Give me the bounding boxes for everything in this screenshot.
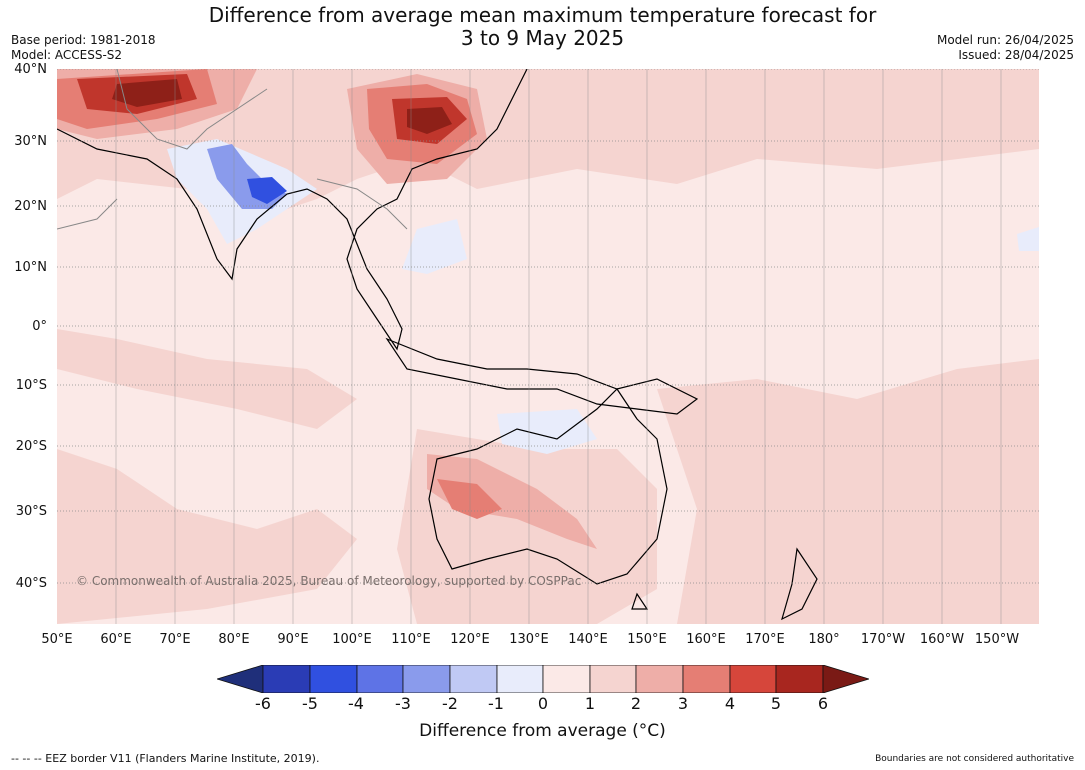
lon-label: 170°W	[860, 632, 906, 647]
colorbar-tick: 5	[770, 694, 782, 713]
lat-label: 0°	[32, 319, 47, 334]
anomaly-negative-regions	[167, 139, 1039, 454]
eez-note: -- -- -- EEZ border V11 (Flanders Marine…	[11, 752, 320, 765]
map-svg	[57, 69, 1039, 624]
lon-label: 130°E	[509, 632, 549, 647]
lat-label: 40°N	[14, 62, 47, 77]
colorbar-tick: -1	[488, 694, 504, 713]
lon-label: 60°E	[100, 632, 132, 647]
lon-label: 140°E	[568, 632, 608, 647]
lon-label: 110°E	[391, 632, 431, 647]
lon-label: 70°E	[159, 632, 191, 647]
lon-label: 100°E	[332, 632, 372, 647]
colorbar-tick: -5	[302, 694, 318, 713]
colorbar-tick: 4	[724, 694, 736, 713]
colorbar-cell	[402, 665, 451, 693]
colorbar-label: Difference from average (°C)	[419, 721, 666, 741]
boundary-disclaimer: Boundaries are not considered authoritat…	[875, 754, 1074, 764]
colorbar-cell	[729, 665, 777, 693]
colorbar-cell	[309, 665, 358, 693]
lon-label: 180°	[808, 632, 840, 647]
colorbar-cell	[682, 665, 731, 693]
forecast-map	[57, 69, 1039, 624]
model-name: Model: ACCESS-S2	[11, 48, 123, 62]
lat-label: 40°S	[15, 576, 47, 591]
colorbar-cell	[635, 665, 684, 693]
colorbar-cell	[775, 665, 824, 693]
colorbar-cell	[822, 665, 869, 693]
title-line-2: 3 to 9 May 2025	[460, 26, 625, 50]
colorbar-cell	[589, 665, 637, 693]
colorbar-tick: -6	[255, 694, 271, 713]
country-borders	[57, 69, 408, 230]
model-run: Model run: 26/04/2025	[936, 33, 1074, 47]
copyright-notice: © Commonwealth of Australia 2025, Bureau…	[76, 574, 582, 588]
colorbar-tick: 2	[630, 694, 642, 713]
lat-label: 10°N	[14, 260, 47, 275]
lon-label: 170°E	[745, 632, 785, 647]
colorbar-tick: -3	[395, 694, 411, 713]
anomaly-max-regions	[112, 79, 452, 134]
issued-date: Issued: 28/04/2025	[958, 48, 1074, 62]
lat-label: 20°S	[15, 439, 47, 454]
colorbar-tick: -4	[348, 694, 364, 713]
lat-label: 20°N	[14, 199, 47, 214]
base-period: Base period: 1981-2018	[11, 33, 156, 47]
land-outlines	[57, 69, 818, 621]
title-line-1: Difference from average mean maximum tem…	[208, 3, 877, 27]
lon-label: 150°W	[974, 632, 1020, 647]
colorbar-cell	[449, 665, 498, 693]
colorbar-tick: 0	[537, 694, 549, 713]
lon-label: 90°E	[277, 632, 309, 647]
meta-right: Model run: 26/04/2025 Issued: 28/04/2025	[937, 33, 1074, 63]
colorbar	[217, 665, 869, 693]
meridians	[115, 69, 1002, 624]
meta-left: Base period: 1981-2018 Model: ACCESS-S2	[11, 33, 156, 63]
lon-label: 50°E	[41, 632, 73, 647]
colorbar-cell	[217, 665, 264, 693]
colorbar-cell	[542, 665, 591, 693]
lat-label: 10°S	[15, 378, 47, 393]
colorbar-tick: -2	[442, 694, 458, 713]
colorbar-tick: 6	[817, 694, 829, 713]
lat-label: 30°N	[14, 134, 47, 149]
lon-label: 120°E	[450, 632, 490, 647]
colorbar-cell	[496, 665, 544, 693]
lon-label: 160°E	[686, 632, 726, 647]
australia-outline	[428, 388, 668, 585]
map-title: Difference from average mean maximum tem…	[0, 4, 1085, 50]
colorbar-tick: 1	[584, 694, 596, 713]
colorbar-tick: 3	[677, 694, 689, 713]
colorbar-cell	[262, 665, 311, 693]
lon-label: 80°E	[218, 632, 250, 647]
colorbar-cell	[356, 665, 404, 693]
lon-label: 160°W	[919, 632, 965, 647]
lat-label: 30°S	[15, 504, 47, 519]
lon-label: 150°E	[627, 632, 667, 647]
